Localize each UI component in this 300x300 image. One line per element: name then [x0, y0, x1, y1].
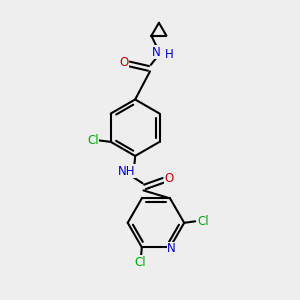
Text: Cl: Cl: [134, 256, 146, 268]
Text: Cl: Cl: [87, 134, 99, 147]
Text: NH: NH: [118, 165, 135, 178]
Text: O: O: [164, 172, 173, 185]
Text: N: N: [152, 46, 160, 59]
Text: O: O: [119, 56, 128, 69]
Text: N: N: [167, 242, 176, 255]
Text: H: H: [165, 48, 174, 61]
Text: Cl: Cl: [197, 215, 209, 228]
